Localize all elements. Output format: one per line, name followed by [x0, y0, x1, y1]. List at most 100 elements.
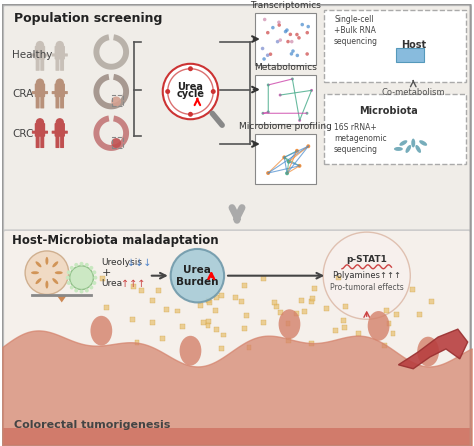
Circle shape — [271, 26, 274, 29]
Bar — [255, 13, 316, 65]
Bar — [255, 74, 316, 124]
Circle shape — [267, 111, 270, 113]
Bar — [324, 306, 329, 311]
Ellipse shape — [419, 140, 427, 146]
Ellipse shape — [36, 278, 41, 284]
Polygon shape — [93, 74, 129, 109]
Text: p-STAT1: p-STAT1 — [346, 256, 387, 264]
Bar — [299, 298, 303, 303]
Text: Population screening: Population screening — [14, 12, 163, 25]
Text: Colorectal tumorigenesis: Colorectal tumorigenesis — [14, 420, 171, 430]
FancyBboxPatch shape — [52, 91, 56, 94]
Bar — [206, 318, 210, 324]
Circle shape — [290, 40, 293, 43]
Circle shape — [295, 149, 299, 153]
Bar — [112, 137, 123, 148]
Circle shape — [66, 276, 70, 280]
FancyBboxPatch shape — [52, 54, 56, 57]
Bar — [312, 286, 318, 291]
Bar — [219, 346, 224, 351]
Bar — [175, 309, 180, 314]
Circle shape — [285, 28, 289, 32]
Bar — [104, 306, 109, 310]
Text: Microbiome profiling: Microbiome profiling — [239, 122, 332, 131]
Text: 16S rRNA+
metagenomic
sequencing: 16S rRNA+ metagenomic sequencing — [334, 123, 387, 154]
FancyBboxPatch shape — [40, 135, 44, 148]
FancyBboxPatch shape — [64, 54, 68, 57]
Circle shape — [188, 66, 193, 71]
Circle shape — [92, 281, 96, 285]
Bar — [214, 327, 219, 332]
Bar — [246, 345, 252, 350]
Circle shape — [90, 285, 93, 289]
Bar — [201, 320, 206, 325]
Ellipse shape — [394, 147, 403, 151]
FancyBboxPatch shape — [60, 58, 64, 71]
Circle shape — [267, 83, 270, 87]
FancyBboxPatch shape — [35, 83, 45, 97]
Text: Host-Microbiota maladaptation: Host-Microbiota maladaptation — [12, 234, 219, 247]
Polygon shape — [57, 296, 67, 302]
Bar — [272, 300, 276, 305]
Circle shape — [111, 96, 121, 106]
Ellipse shape — [55, 271, 63, 274]
Bar — [429, 299, 434, 304]
FancyBboxPatch shape — [55, 83, 65, 97]
FancyBboxPatch shape — [35, 46, 45, 59]
Circle shape — [323, 232, 410, 319]
Circle shape — [277, 21, 281, 24]
Circle shape — [165, 89, 170, 94]
Circle shape — [67, 281, 71, 285]
Ellipse shape — [52, 278, 58, 284]
Bar — [242, 326, 247, 331]
Bar — [410, 287, 415, 292]
Circle shape — [277, 23, 281, 27]
Text: ↓↓↓: ↓↓↓ — [127, 258, 152, 268]
Ellipse shape — [180, 336, 201, 365]
Circle shape — [171, 249, 224, 302]
Bar — [393, 312, 399, 317]
Bar — [239, 299, 244, 304]
Text: Single-cell
+Bulk RNA
sequencing: Single-cell +Bulk RNA sequencing — [334, 15, 378, 46]
Bar — [309, 299, 314, 304]
FancyBboxPatch shape — [3, 5, 471, 232]
Bar — [286, 338, 291, 343]
Circle shape — [266, 171, 270, 175]
Circle shape — [291, 50, 295, 53]
FancyBboxPatch shape — [40, 96, 44, 108]
Bar — [164, 307, 169, 312]
FancyBboxPatch shape — [35, 123, 45, 137]
Text: +: + — [101, 268, 111, 278]
FancyBboxPatch shape — [55, 46, 65, 59]
Circle shape — [188, 112, 193, 117]
FancyBboxPatch shape — [36, 58, 40, 71]
Polygon shape — [93, 116, 129, 151]
FancyBboxPatch shape — [55, 58, 59, 71]
Bar — [244, 313, 249, 318]
Bar — [417, 312, 422, 317]
Circle shape — [211, 89, 216, 94]
Text: Microbiota: Microbiota — [359, 106, 418, 116]
Text: Transcriptomics: Transcriptomics — [250, 1, 321, 10]
Circle shape — [85, 263, 89, 267]
Circle shape — [80, 289, 83, 293]
Text: ↑↑↑: ↑↑↑ — [121, 279, 146, 289]
Circle shape — [80, 262, 83, 266]
Ellipse shape — [46, 257, 48, 265]
Bar — [150, 298, 155, 303]
Circle shape — [310, 89, 313, 92]
Circle shape — [92, 270, 96, 274]
Bar — [274, 304, 279, 309]
Bar — [356, 331, 361, 336]
Ellipse shape — [400, 140, 407, 146]
Circle shape — [298, 119, 301, 122]
Bar — [341, 318, 346, 323]
Bar — [221, 333, 226, 338]
Text: CRC: CRC — [12, 129, 34, 139]
Bar — [262, 276, 266, 281]
Circle shape — [296, 54, 299, 57]
Bar — [294, 311, 299, 316]
Circle shape — [287, 160, 291, 164]
Ellipse shape — [279, 309, 301, 339]
Bar — [324, 95, 466, 164]
